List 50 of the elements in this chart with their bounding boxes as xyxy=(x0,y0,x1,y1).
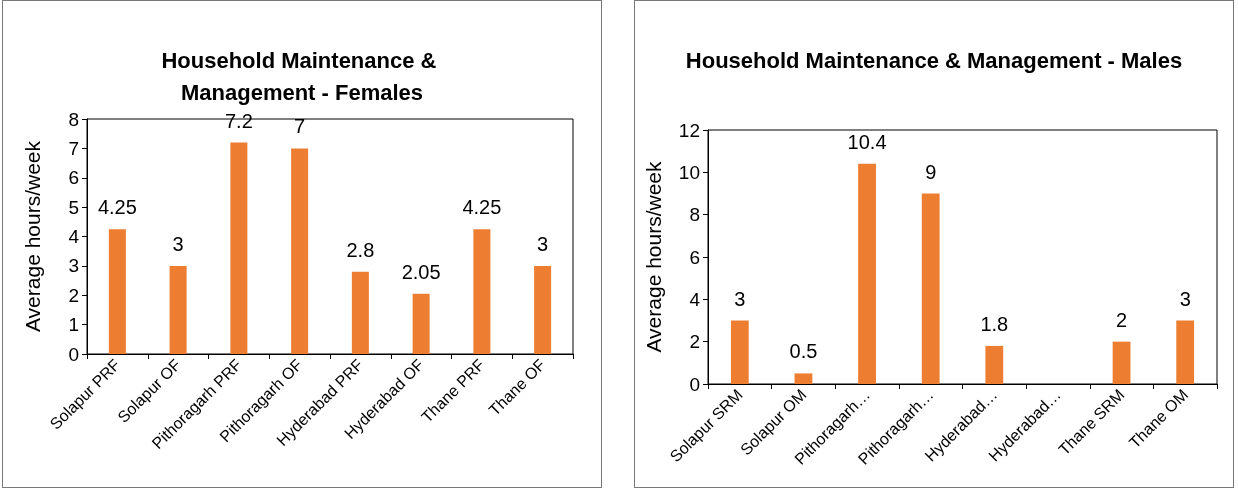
data-label: 3 xyxy=(734,287,746,310)
bar xyxy=(1112,341,1131,384)
data-label: 7 xyxy=(294,115,306,138)
bar xyxy=(291,148,309,354)
data-label: 1.8 xyxy=(980,312,1009,335)
data-label: 3 xyxy=(1179,287,1191,310)
y-tick-label: 3 xyxy=(68,255,79,277)
chart-title: Household Maintenance & Management - Males xyxy=(685,47,1183,73)
bar xyxy=(169,265,187,354)
y-tick-label: 0 xyxy=(68,343,79,365)
y-axis-title: Average hours/week xyxy=(21,140,44,333)
bar xyxy=(794,373,813,384)
y-axis-title: Average hours/week xyxy=(642,160,665,353)
y-tick-label: 2 xyxy=(689,331,700,353)
y-tick-label: 12 xyxy=(678,119,700,141)
y-tick-label: 4 xyxy=(689,288,701,310)
bar xyxy=(473,229,491,354)
data-label: 9 xyxy=(925,160,937,183)
data-label: 3 xyxy=(537,232,549,255)
bar xyxy=(1176,320,1195,384)
data-label: 10.4 xyxy=(847,130,887,153)
y-tick-label: 2 xyxy=(68,284,79,306)
bar xyxy=(230,142,248,354)
data-label: 3 xyxy=(172,232,184,255)
y-tick-label: 10 xyxy=(678,161,700,183)
data-label: 0.5 xyxy=(789,340,818,363)
data-label: 7.2 xyxy=(224,109,253,132)
y-tick-label: 1 xyxy=(68,314,79,336)
data-label: 2 xyxy=(1116,308,1128,331)
y-tick-label: 6 xyxy=(689,246,700,268)
bar xyxy=(985,345,1004,384)
data-label: 2.05 xyxy=(401,260,441,283)
y-tick-label: 8 xyxy=(689,204,700,226)
bar xyxy=(351,271,369,354)
bar xyxy=(412,293,430,354)
chart-title: Household Maintenance & Management - Females xyxy=(161,47,443,105)
data-label: 4.25 xyxy=(97,196,137,219)
bar xyxy=(921,193,940,384)
data-label: 4.25 xyxy=(462,196,502,219)
bar xyxy=(108,229,126,354)
y-tick-label: 7 xyxy=(68,137,79,159)
bar xyxy=(858,163,876,384)
y-tick-label: 8 xyxy=(68,108,79,130)
y-tick-label: 4 xyxy=(68,226,80,247)
y-tick-label: 6 xyxy=(68,167,79,189)
data-label: 2.8 xyxy=(346,238,375,261)
y-tick-label: 0 xyxy=(689,373,700,395)
y-tick-label: 5 xyxy=(68,196,79,218)
bar xyxy=(730,320,749,384)
bar xyxy=(534,265,552,354)
